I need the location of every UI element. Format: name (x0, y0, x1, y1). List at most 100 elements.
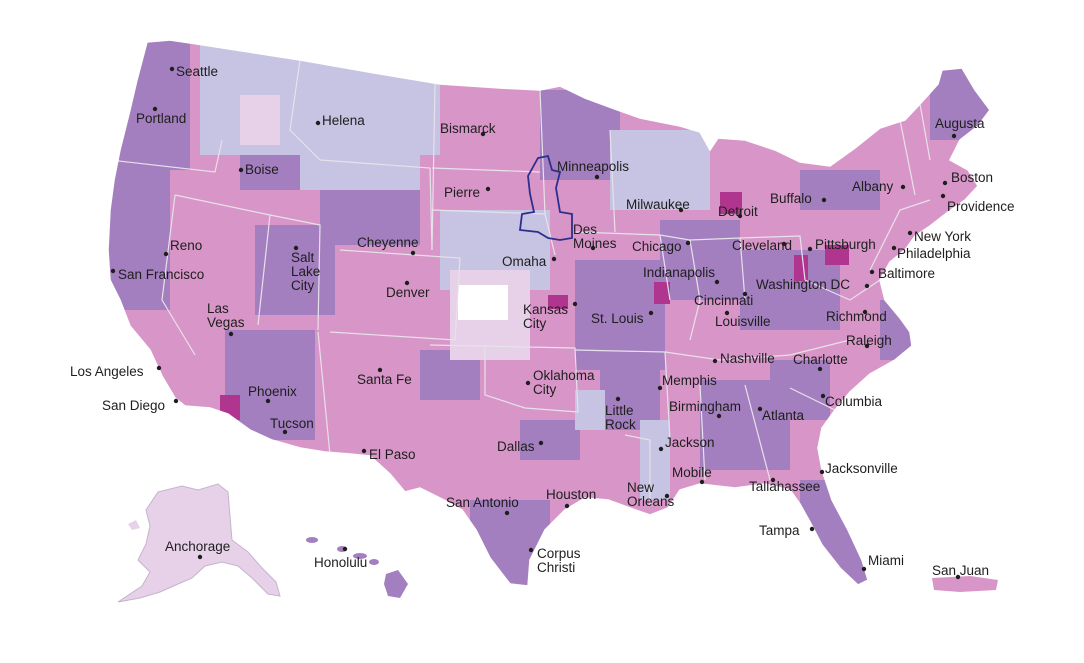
puerto-rico (932, 576, 998, 592)
city-marker: Memphis (657, 373, 717, 391)
city-label: Cleveland (732, 238, 792, 253)
city-label: Las Vegas (207, 301, 245, 330)
city-label: New York (914, 229, 971, 244)
city-label: Detroit (718, 204, 758, 219)
city-marker: Anchorage (165, 539, 230, 560)
city-label: Seattle (176, 64, 218, 79)
city-dot (265, 398, 271, 404)
city-label: Mobile (672, 465, 712, 480)
city-dot (197, 554, 203, 560)
city-marker: Columbia (820, 393, 883, 409)
city-marker: Phoenix (248, 384, 297, 404)
city-marker: Providence (940, 193, 1015, 214)
city-label: Houston (546, 487, 596, 502)
city-marker: Atlanta (757, 406, 805, 423)
city-label: New Orleans (627, 480, 675, 509)
city-dot (821, 197, 827, 203)
city-marker: El Paso (361, 447, 416, 462)
city-marker: Omaha (502, 254, 557, 269)
city-marker: Birmingham (669, 399, 741, 419)
city-dot (664, 493, 670, 499)
city-marker: Richmond (826, 309, 887, 324)
city-marker: Des Moines (573, 222, 617, 251)
city-label: Dallas (497, 439, 535, 454)
city-label: Boise (245, 162, 279, 177)
city-label: Buffalo (770, 191, 812, 206)
city-markers: Seattle Portland Boise Helena Bismarck Minnea… (70, 64, 1015, 580)
city-dot (685, 240, 691, 246)
city-label: Salt Lake City (291, 250, 320, 293)
city-label: Washington DC (756, 277, 850, 292)
region-layer-white (458, 285, 508, 320)
city-label: Baltimore (878, 266, 935, 281)
city-dot (724, 310, 730, 316)
city-marker: Augusta (935, 116, 985, 139)
city-label: Denver (386, 285, 430, 300)
city-label: San Diego (102, 398, 165, 413)
city-dot (377, 367, 383, 373)
city-marker: Cincinnati (694, 291, 753, 308)
city-dot (404, 280, 410, 286)
city-marker: New York (907, 229, 971, 244)
state-boundaries (109, 45, 931, 505)
city-dot (485, 186, 491, 192)
city-label: Cheyenne (357, 235, 419, 250)
city-label: San Juan (932, 563, 989, 578)
city-dot (315, 120, 321, 126)
city-dot (940, 193, 946, 199)
city-label: Columbia (825, 394, 883, 409)
city-label: San Francisco (118, 267, 204, 282)
city-dot (156, 365, 162, 371)
city-dot (770, 477, 776, 483)
city-label: Indianapolis (643, 265, 715, 280)
city-marker: Buffalo (770, 191, 827, 206)
city-marker: Louisville (715, 310, 771, 329)
city-label: Honolulu (314, 555, 367, 570)
city-label: Raleigh (846, 333, 892, 348)
city-label: Philadelphia (897, 246, 971, 261)
city-dot (504, 510, 510, 516)
city-marker: Cheyenne (357, 235, 419, 256)
city-dot (410, 250, 416, 256)
city-marker: Baltimore (869, 266, 935, 281)
city-marker: Corpus Christi (528, 546, 581, 575)
city-marker: Salt Lake City (291, 245, 320, 293)
city-label: Memphis (662, 373, 717, 388)
city-marker: Honolulu (314, 546, 367, 570)
city-label: Atlanta (762, 408, 805, 423)
highlighted-county-outline (518, 154, 573, 241)
city-dot (907, 230, 913, 236)
city-dot (955, 574, 961, 580)
city-marker: Tampa (759, 523, 815, 538)
city-dot (817, 366, 823, 372)
city-label: St. Louis (591, 311, 644, 326)
city-dot (173, 398, 179, 404)
city-dot (951, 133, 957, 139)
city-label: Tallahassee (749, 479, 820, 494)
city-marker: San Juan (932, 563, 989, 580)
city-dot (657, 385, 663, 391)
city-marker: Little Rock (605, 396, 636, 432)
city-marker: Cleveland (732, 238, 792, 253)
city-label: Birmingham (669, 399, 741, 414)
city-dot (293, 245, 299, 251)
city-label: Albany (852, 179, 894, 194)
city-label: Anchorage (165, 539, 230, 554)
city-dot (757, 406, 763, 412)
city-marker: Los Angeles (70, 364, 162, 379)
city-dot (228, 331, 234, 337)
city-marker: Nashville (712, 351, 775, 366)
city-dot (528, 547, 534, 553)
city-marker: Jackson (658, 435, 715, 452)
city-dot (820, 393, 826, 399)
city-dot (163, 251, 169, 257)
city-marker: Santa Fe (357, 367, 412, 387)
city-dot (480, 131, 486, 137)
city-marker: Washington DC (756, 277, 870, 292)
city-label: Chicago (632, 239, 682, 254)
city-marker: Pittsburgh (807, 237, 876, 252)
city-dot (809, 526, 815, 532)
city-label: Jacksonville (825, 461, 898, 476)
city-label: Boston (951, 170, 993, 185)
